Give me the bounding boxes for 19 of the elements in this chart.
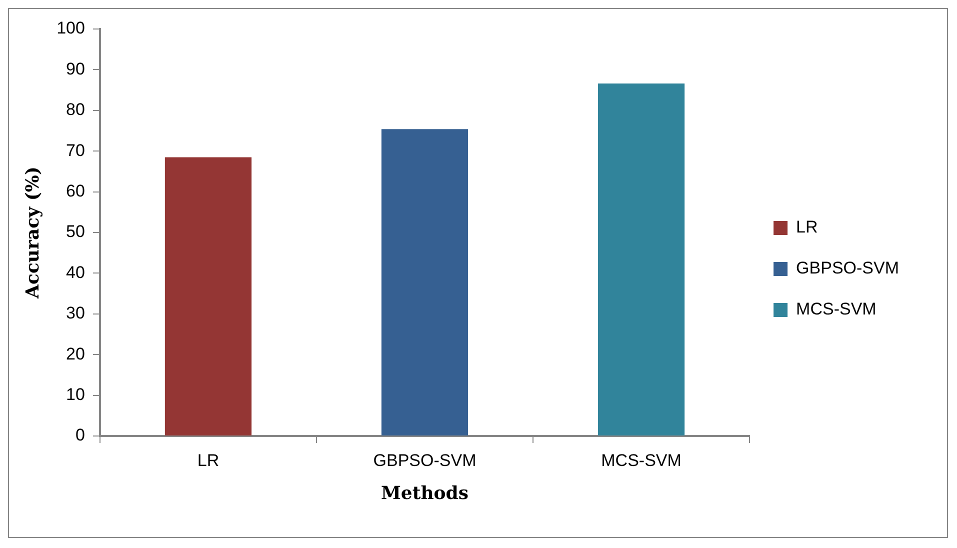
y-tick-label: 40 bbox=[66, 262, 85, 282]
y-tick-label: 60 bbox=[66, 181, 85, 200]
legend-label: GBPSO-SVM bbox=[796, 258, 900, 278]
legend-label: LR bbox=[796, 218, 818, 237]
y-axis-title: Accuracy (%) bbox=[22, 166, 44, 300]
x-tick-label: LR bbox=[197, 450, 220, 470]
y-tick-label: 10 bbox=[66, 384, 85, 404]
y-tick-label: 30 bbox=[66, 304, 85, 323]
x-axis-title: Methods bbox=[380, 482, 469, 504]
y-tick-label: 0 bbox=[75, 426, 85, 445]
y-tick-label: 90 bbox=[66, 59, 85, 78]
y-tick-label: 80 bbox=[66, 100, 85, 120]
y-tick-label: 100 bbox=[56, 18, 85, 38]
legend-label: MCS-SVM bbox=[796, 300, 876, 319]
y-tick-label: 20 bbox=[66, 344, 85, 364]
x-tick-label: GBPSO-SVM bbox=[373, 450, 476, 470]
x-tick-label: MCS-SVM bbox=[601, 450, 682, 470]
y-tick-label: 70 bbox=[66, 140, 85, 160]
y-tick-label: 50 bbox=[66, 222, 85, 242]
